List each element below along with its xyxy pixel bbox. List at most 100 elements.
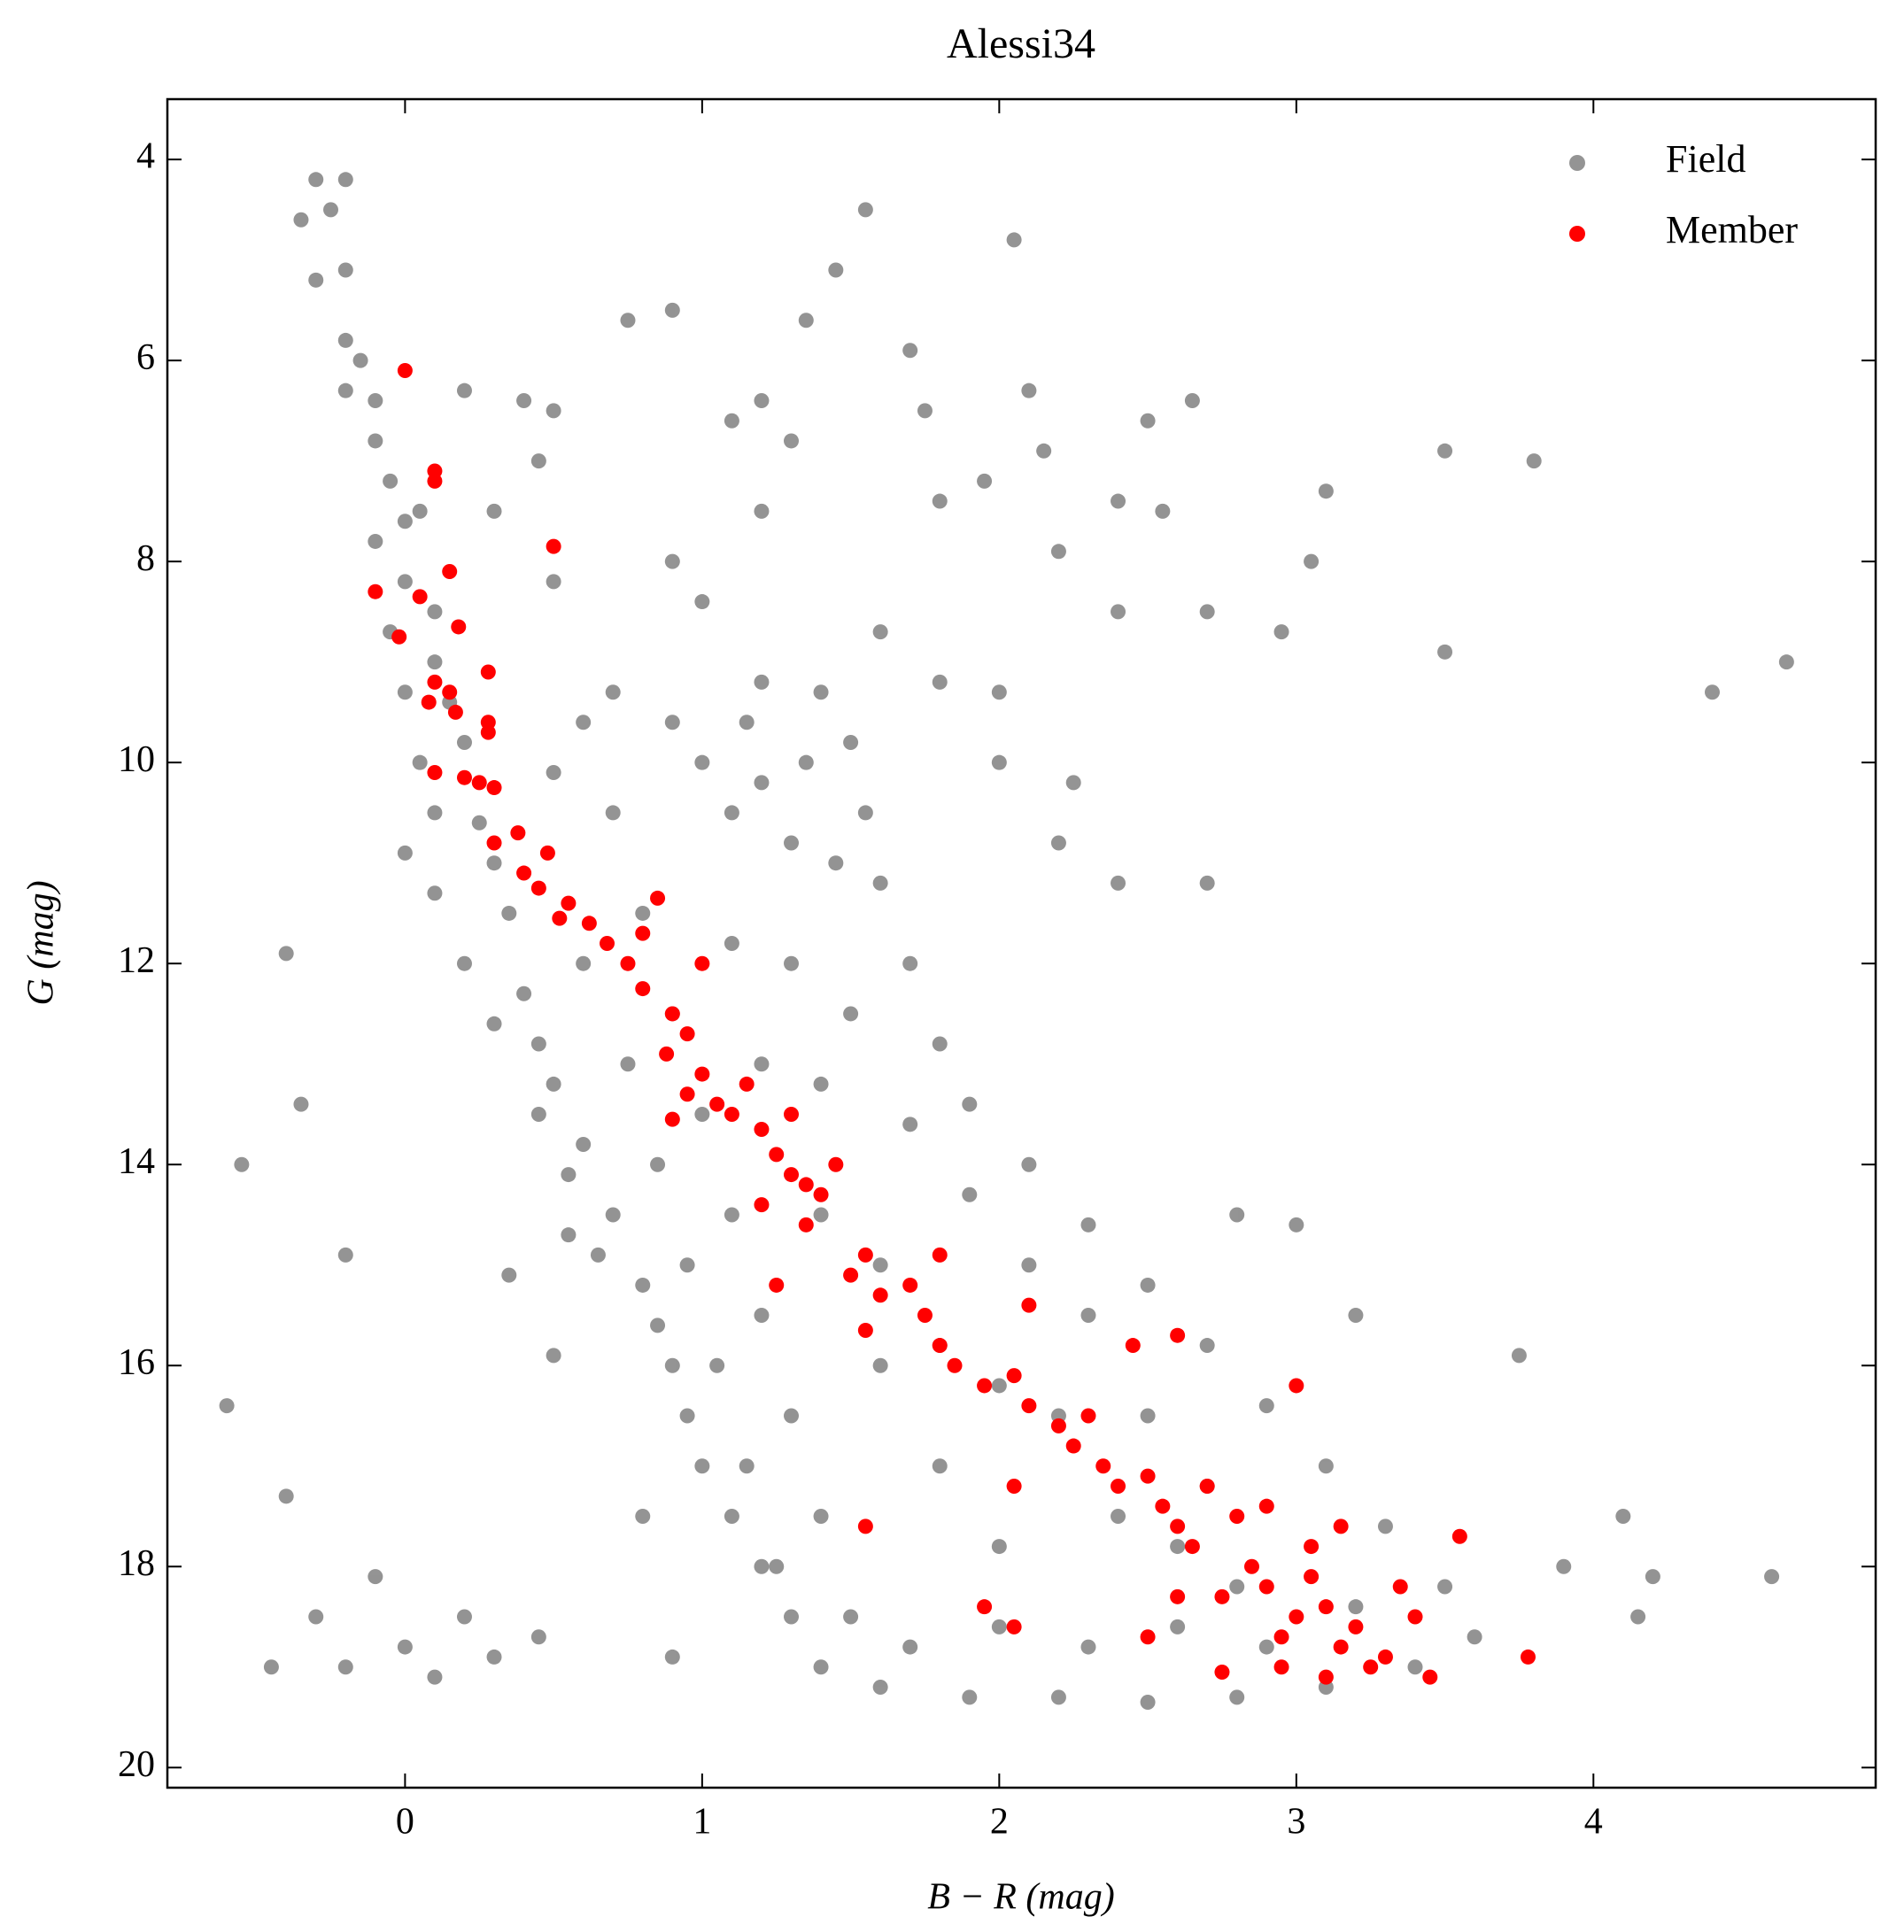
point [1080, 1307, 1096, 1323]
point [784, 1167, 800, 1183]
point [1615, 1509, 1631, 1525]
point [456, 955, 472, 971]
point [1140, 1468, 1156, 1484]
point [1140, 413, 1156, 429]
point [1348, 1307, 1364, 1323]
point [1304, 1569, 1320, 1585]
point [1437, 1579, 1453, 1595]
point [427, 1669, 443, 1685]
point [1214, 1664, 1230, 1680]
point [456, 383, 472, 398]
point [1065, 1438, 1081, 1454]
point [546, 538, 561, 554]
point [427, 885, 443, 901]
point [1125, 1338, 1141, 1354]
point [1348, 1619, 1364, 1634]
point [427, 473, 443, 489]
point [308, 1609, 324, 1625]
point [1006, 1368, 1022, 1384]
point [1006, 1478, 1022, 1494]
point [843, 734, 859, 750]
point [368, 393, 383, 409]
point [561, 1167, 577, 1183]
point [1520, 1649, 1536, 1665]
point [293, 1096, 309, 1112]
point [798, 313, 814, 328]
point [664, 1006, 680, 1022]
point [352, 352, 368, 368]
point [486, 835, 502, 851]
point [471, 775, 487, 791]
point [600, 936, 615, 951]
point [1289, 1378, 1304, 1394]
point [1289, 1609, 1304, 1625]
point [635, 1277, 651, 1293]
point [1318, 1599, 1334, 1615]
point [442, 564, 458, 580]
point [679, 1026, 695, 1042]
point [991, 1378, 1007, 1394]
point [962, 1096, 978, 1112]
point [754, 1558, 770, 1574]
point [977, 1599, 993, 1615]
point [664, 1649, 680, 1665]
point [1437, 443, 1453, 459]
y-tick-label: 16 [118, 1342, 155, 1383]
point [932, 1458, 948, 1474]
point [754, 1121, 770, 1137]
point [397, 845, 413, 861]
point [1050, 1418, 1066, 1434]
point [576, 1137, 592, 1153]
legend-label: Field [1666, 137, 1745, 181]
point [813, 1076, 829, 1092]
point [1021, 1398, 1037, 1414]
point [635, 925, 651, 941]
point [427, 654, 443, 670]
point [368, 433, 383, 449]
point [1006, 1619, 1022, 1634]
point [368, 533, 383, 549]
point [679, 1257, 695, 1273]
point [456, 734, 472, 750]
point [1080, 1408, 1096, 1424]
point [1140, 1277, 1156, 1293]
point [486, 780, 502, 796]
point [412, 503, 428, 519]
point [456, 1609, 472, 1625]
point [605, 1207, 621, 1223]
point [293, 212, 309, 228]
point [857, 1323, 873, 1339]
point [412, 754, 428, 770]
x-tick-label: 0 [396, 1802, 414, 1843]
point [1036, 443, 1052, 459]
point [447, 704, 463, 720]
point [620, 1056, 636, 1072]
point [1392, 1579, 1408, 1595]
point [451, 619, 467, 635]
point [1199, 875, 1215, 891]
point [530, 880, 546, 896]
point [664, 302, 680, 318]
point [902, 1639, 918, 1655]
point [397, 684, 413, 700]
point [1111, 604, 1126, 620]
y-tick-label: 12 [118, 940, 155, 981]
point [1422, 1669, 1438, 1685]
point [679, 1408, 695, 1424]
point [1021, 383, 1037, 398]
point [843, 1609, 859, 1625]
point [1021, 1257, 1037, 1273]
point [664, 553, 680, 569]
point [1080, 1217, 1096, 1233]
point [1318, 1669, 1334, 1685]
point [516, 865, 532, 881]
point [843, 1267, 859, 1283]
point [1229, 1207, 1245, 1223]
point [1407, 1659, 1423, 1675]
point [1140, 1629, 1156, 1645]
point [784, 433, 800, 449]
point [1258, 1639, 1274, 1655]
point [530, 1036, 546, 1052]
point [1111, 493, 1126, 509]
point [427, 765, 443, 781]
